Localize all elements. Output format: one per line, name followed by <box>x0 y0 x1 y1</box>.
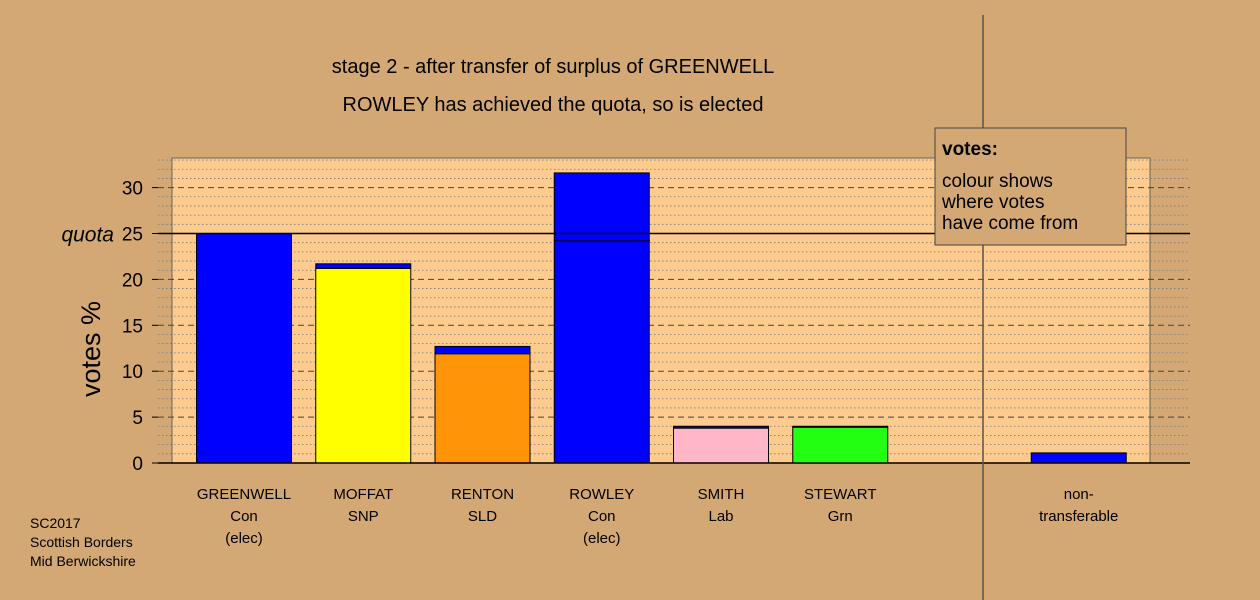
bar-segment <box>196 233 292 464</box>
bar-segment <box>315 263 412 269</box>
x-category-label: non- <box>1064 486 1094 503</box>
x-category-label: Con <box>230 508 258 525</box>
bar-segment <box>434 353 531 464</box>
x-category-label: Con <box>588 508 616 525</box>
x-category-label: SNP <box>348 508 379 525</box>
y-tick-label: 15 <box>122 316 143 337</box>
x-category-label: GREENWELL <box>197 486 291 503</box>
y-tick-label: 20 <box>122 270 143 291</box>
footnote-line-1: SC2017 <box>30 515 81 531</box>
legend: votes: colour shows where votes have com… <box>934 127 1127 246</box>
footnote: SC2017 Scottish Borders Mid Berwickshire <box>30 515 136 569</box>
chart-title: stage 2 - after transfer of surplus of G… <box>332 56 774 78</box>
y-axis: 0 5 10 15 20 25 30 quota <box>61 179 158 475</box>
x-category-label: RENTON <box>451 486 514 503</box>
bar-segment <box>315 267 412 464</box>
y-tick-label: 25 <box>122 225 143 246</box>
x-category-label: SMITH <box>698 486 745 503</box>
footnote-line-3: Mid Berwickshire <box>30 553 136 569</box>
legend-box <box>934 127 1127 246</box>
x-category-label: ROWLEY <box>569 486 634 503</box>
bar-segment <box>792 426 889 464</box>
y-tick-label: 30 <box>122 179 143 200</box>
x-category-label: (elec) <box>225 530 263 547</box>
x-category-label: SLD <box>468 508 497 525</box>
x-category-label: MOFFAT <box>333 486 393 503</box>
x-category-label: Lab <box>708 508 733 525</box>
x-category-label: (elec) <box>583 530 621 547</box>
x-category-label: transferable <box>1039 508 1118 525</box>
bar-segment <box>434 345 531 355</box>
x-category-label: Grn <box>828 508 853 525</box>
legend-line-3: have come from <box>942 213 1078 234</box>
quota-label: quota <box>61 224 114 247</box>
bar-segment <box>1030 452 1127 464</box>
chart-subtitle: ROWLEY has achieved the quota, so is ele… <box>343 94 764 116</box>
x-axis-labels: GREENWELL Con (elec) MOFFAT SNP RENTON SLD ROWL… <box>197 486 1118 547</box>
legend-line-2: where votes <box>941 192 1044 213</box>
bar-segment <box>673 427 769 464</box>
y-tick-label: 0 <box>132 454 143 475</box>
bar-segment <box>792 425 889 428</box>
bar-segment <box>553 240 650 464</box>
x-category-label: STEWART <box>804 486 877 503</box>
bar-segment <box>673 425 769 429</box>
y-tick-label: 5 <box>132 408 143 429</box>
legend-line-1: colour shows <box>942 171 1053 192</box>
y-axis-label: votes % <box>76 301 106 397</box>
legend-title: votes: <box>942 139 998 160</box>
bar-segment <box>553 172 650 242</box>
y-tick-label: 10 <box>122 362 143 383</box>
footnote-line-2: Scottish Borders <box>30 534 133 550</box>
